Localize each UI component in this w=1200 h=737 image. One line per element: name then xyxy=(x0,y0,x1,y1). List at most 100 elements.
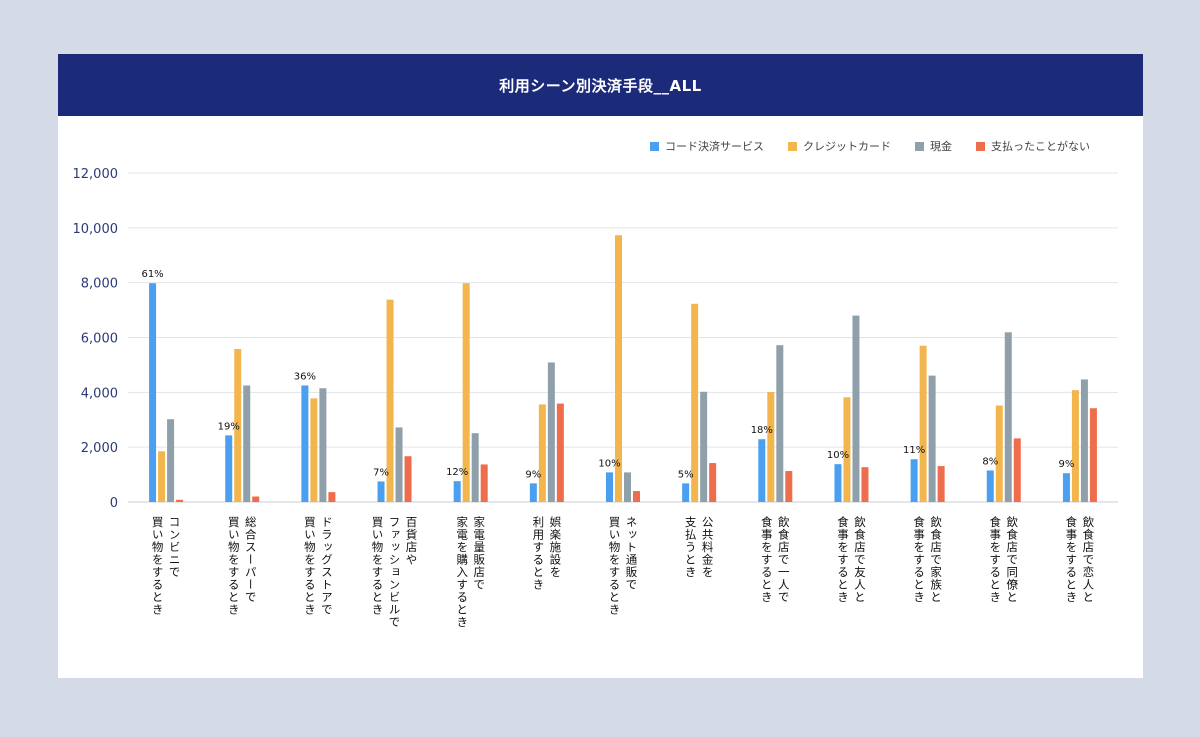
bar-never-paid xyxy=(328,492,336,502)
bar-code-payment xyxy=(301,385,309,502)
category-label: 食事をするとき xyxy=(836,515,850,603)
data-label: 19% xyxy=(218,421,240,432)
bar-credit-card xyxy=(462,283,470,502)
legend-swatch-credit-card xyxy=(788,141,797,151)
data-label: 36% xyxy=(294,371,316,382)
data-label: 18% xyxy=(751,425,773,436)
category-label: 百貨店や xyxy=(405,516,419,566)
bar-credit-card xyxy=(767,392,775,502)
bar-never-paid xyxy=(861,467,869,502)
bar-code-payment xyxy=(377,481,385,502)
bar-credit-card xyxy=(995,405,1003,502)
y-tick-label: 0 xyxy=(110,496,118,511)
data-label: 61% xyxy=(141,269,163,280)
data-label: 10% xyxy=(827,450,849,461)
legend-item-code-payment: コード決済サービス xyxy=(650,138,764,154)
legend-label-credit-card: クレジットカード xyxy=(803,140,891,153)
legend-item-never-paid: 支払ったことがない xyxy=(976,138,1090,154)
bar-credit-card xyxy=(843,397,851,502)
bar-cash xyxy=(471,433,479,502)
bar-cash xyxy=(319,388,327,502)
bar-credit-card xyxy=(386,299,394,502)
bar-credit-card xyxy=(158,451,166,502)
bar-cash xyxy=(700,391,708,502)
bar-credit-card xyxy=(691,303,699,502)
bar-never-paid xyxy=(176,499,184,502)
bar-never-paid xyxy=(404,456,412,502)
bar-code-payment xyxy=(758,439,766,502)
bar-code-payment xyxy=(225,435,233,502)
category-label: 食事をするとき xyxy=(760,515,774,603)
chart-title: 利用シーン別決済手段__ALL xyxy=(499,76,702,95)
data-label: 9% xyxy=(525,469,541,480)
bar-credit-card xyxy=(615,235,622,502)
y-tick-label: 2,000 xyxy=(81,441,118,456)
y-tick-label: 10,000 xyxy=(73,222,119,237)
category-label: 買い物をするとき xyxy=(371,516,385,616)
bar-code-payment xyxy=(986,470,994,502)
bar-code-payment xyxy=(834,464,842,502)
bar-code-payment xyxy=(453,481,461,502)
bar-never-paid xyxy=(1013,438,1021,502)
y-tick-label: 6,000 xyxy=(81,332,118,347)
category-label: ドラッグストアで xyxy=(320,516,334,616)
legend-swatch-code-payment xyxy=(650,141,659,151)
category-label: 娯楽施設を xyxy=(548,515,562,578)
bar-credit-card xyxy=(538,404,546,502)
category-label: 家電量販店で xyxy=(472,515,486,591)
legend-label-code-payment: コード決済サービス xyxy=(665,140,764,153)
category-label: 飲食店で恋人と xyxy=(1081,515,1095,603)
bar-credit-card xyxy=(234,349,242,502)
bar-never-paid xyxy=(937,466,945,502)
category-label: 買い物をするとき xyxy=(303,516,317,616)
category-label: 家電を購入するとき xyxy=(455,515,469,628)
y-tick-label: 4,000 xyxy=(81,386,118,401)
data-label: 5% xyxy=(678,469,694,480)
bar-cash xyxy=(547,362,555,502)
bar-never-paid xyxy=(556,403,564,502)
legend-swatch-cash xyxy=(915,141,924,151)
data-label: 7% xyxy=(373,467,389,478)
category-label: 総合スーパーで xyxy=(244,515,258,603)
category-label: 食事をするとき xyxy=(988,515,1002,603)
category-label: 飲食店で一人で xyxy=(777,515,791,603)
legend-swatch-never-paid xyxy=(976,141,985,151)
data-label: 12% xyxy=(446,467,468,478)
chart-legend: コード決済サービス クレジットカード 現金 支払ったことがない xyxy=(650,138,1090,154)
bar-never-paid xyxy=(252,496,260,502)
bar-code-payment xyxy=(910,459,918,502)
bar-cash xyxy=(1004,332,1012,502)
category-label: 飲食店で同僚と xyxy=(1005,515,1019,603)
category-label: 公共料金を xyxy=(701,516,715,579)
category-label: 買い物をするとき xyxy=(151,516,165,616)
bar-cash xyxy=(624,472,631,502)
bar-never-paid xyxy=(785,471,793,502)
data-label: 9% xyxy=(1058,459,1074,470)
bar-cash xyxy=(167,419,175,502)
legend-label-never-paid: 支払ったことがない xyxy=(991,140,1090,153)
data-label: 10% xyxy=(598,458,620,469)
category-label: ファッションビルで xyxy=(388,516,402,629)
category-label: 利用するとき xyxy=(531,516,545,591)
legend-item-cash: 現金 xyxy=(915,138,952,154)
bar-cash xyxy=(243,385,251,502)
category-label: 買い物をするとき xyxy=(608,516,622,616)
bar-code-payment xyxy=(1062,473,1070,502)
category-label: 支払うとき xyxy=(684,516,698,579)
category-label: コンビニで xyxy=(168,516,182,579)
bar-cash xyxy=(852,315,860,502)
legend-label-cash: 現金 xyxy=(930,140,952,153)
chart-header: 利用シーン別決済手段__ALL xyxy=(58,54,1143,116)
bar-cash xyxy=(928,375,936,502)
bar-code-payment xyxy=(606,472,613,502)
bar-code-payment xyxy=(682,483,690,502)
bar-never-paid xyxy=(480,464,488,502)
bar-credit-card xyxy=(1071,390,1079,502)
legend-item-credit-card: クレジットカード xyxy=(788,138,891,154)
category-label: 飲食店で友人と xyxy=(853,515,867,603)
bar-never-paid xyxy=(1089,408,1097,502)
category-label: ネット通販で xyxy=(625,516,639,591)
bar-credit-card xyxy=(919,345,927,502)
category-label: 飲食店で家族と xyxy=(929,515,943,603)
